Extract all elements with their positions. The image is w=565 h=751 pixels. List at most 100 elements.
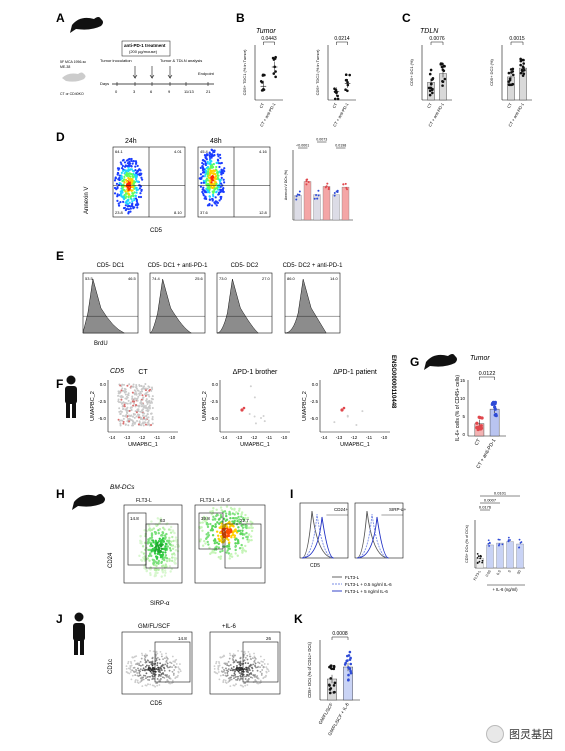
- umap-y-tick: -2.5: [310, 399, 318, 404]
- flow-event: [219, 550, 222, 553]
- flow-event: [237, 649, 239, 652]
- flow-event: [212, 515, 215, 519]
- umap-cell: [141, 394, 144, 397]
- data-point: [443, 64, 446, 68]
- flow-event: [219, 557, 222, 560]
- flow-event: [131, 202, 134, 205]
- flow-event: [149, 670, 152, 673]
- group-label: FLT3-L: [473, 570, 482, 582]
- flow-event: [232, 665, 235, 668]
- flow-event: [168, 669, 171, 672]
- gate-box: [145, 523, 179, 569]
- flow-event: [245, 666, 248, 669]
- flow-event: [171, 655, 174, 658]
- flow-event: [154, 574, 158, 577]
- flow-event: [153, 552, 157, 555]
- flow-event: [203, 175, 206, 178]
- flow-event: [157, 540, 161, 543]
- flow-event: [141, 654, 144, 657]
- data-point: [349, 656, 352, 660]
- data-point: [327, 188, 330, 191]
- flow-event: [117, 202, 120, 205]
- flow-event: [234, 683, 237, 686]
- flow-event: [201, 164, 204, 168]
- p-value: 0.0198: [335, 144, 346, 148]
- flow-event: [267, 670, 270, 673]
- umap-x-tick: -14: [321, 435, 328, 440]
- flow-event: [214, 546, 217, 549]
- flow-event: [138, 672, 141, 674]
- data-point: [298, 190, 301, 193]
- data-point: [349, 662, 353, 666]
- flow-event: [168, 547, 172, 550]
- flow-event: [225, 514, 228, 518]
- flow-event: [128, 172, 131, 175]
- flow-event: [208, 546, 211, 550]
- bar: [486, 544, 494, 569]
- flow-event: [238, 669, 240, 671]
- flow-event: [139, 674, 142, 677]
- flow-event: [215, 187, 219, 190]
- umap-cell: [140, 388, 143, 391]
- umap-cell: [119, 424, 122, 427]
- panel-b-title: Tumor: [256, 28, 276, 35]
- flow-event: [236, 665, 238, 667]
- group-label: 0.5: [496, 570, 502, 576]
- flow-event: [164, 571, 167, 574]
- flow-event: [159, 667, 162, 670]
- flow-event: [221, 666, 224, 669]
- flow-event: [149, 661, 152, 664]
- flow-event: [226, 672, 229, 674]
- umap-cell: [254, 422, 257, 425]
- flow-event: [213, 671, 216, 673]
- flow-event: [226, 529, 229, 533]
- flow-event: [212, 169, 215, 172]
- flow-event: [172, 552, 176, 555]
- flow-event: [134, 160, 138, 163]
- flow-event: [246, 654, 249, 657]
- flow-event: [222, 510, 225, 514]
- umap-cell: [142, 396, 145, 399]
- flow-event: [245, 531, 248, 535]
- flow-event: [214, 551, 217, 555]
- panel-g-title: Tumor: [470, 355, 490, 362]
- umap-cell: [133, 402, 136, 405]
- umap-cell: [249, 385, 252, 388]
- flow-event: [217, 193, 220, 196]
- gate-box: [198, 512, 224, 550]
- flow-event: [168, 565, 172, 568]
- flow-event: [154, 685, 157, 688]
- x-group-title: + IL-6 (ng/ml): [492, 587, 518, 592]
- panel-d-xaxis: CD5: [150, 228, 163, 234]
- flow-event: [155, 668, 158, 670]
- data-point: [296, 193, 299, 196]
- umap-cell: [134, 390, 137, 393]
- flow-event: [135, 198, 138, 201]
- data-point: [523, 68, 526, 72]
- umap-cell: [124, 415, 127, 418]
- flow-event: [157, 562, 160, 565]
- flow-event: [145, 660, 148, 663]
- panel-d: D 24h 48h Annexin V CD5 64.1 4.01 23.8 8.10…: [56, 130, 353, 234]
- umap-cell: [128, 420, 131, 423]
- umap-cell: [130, 408, 133, 411]
- flow-event: [137, 667, 139, 670]
- panel-a-dose: (200 µg/mouse): [129, 49, 158, 54]
- umap-cell: [146, 401, 149, 404]
- umap-cell: [138, 384, 141, 387]
- flow-event: [146, 541, 150, 544]
- flow-event: [214, 177, 218, 180]
- panel-j-c1: GM/FL/SCF: [138, 624, 170, 630]
- flow-event: [141, 545, 145, 548]
- flow-event: [159, 679, 162, 682]
- flow-event: [260, 674, 263, 676]
- flow-event: [152, 673, 155, 676]
- flow-event: [156, 684, 159, 687]
- flow-event: [244, 678, 247, 680]
- flow-event: [177, 671, 180, 674]
- data-point: [336, 94, 339, 98]
- flow-event: [138, 664, 141, 667]
- flow-event: [160, 561, 163, 565]
- flow-event: [236, 542, 239, 545]
- flow-event: [137, 195, 141, 199]
